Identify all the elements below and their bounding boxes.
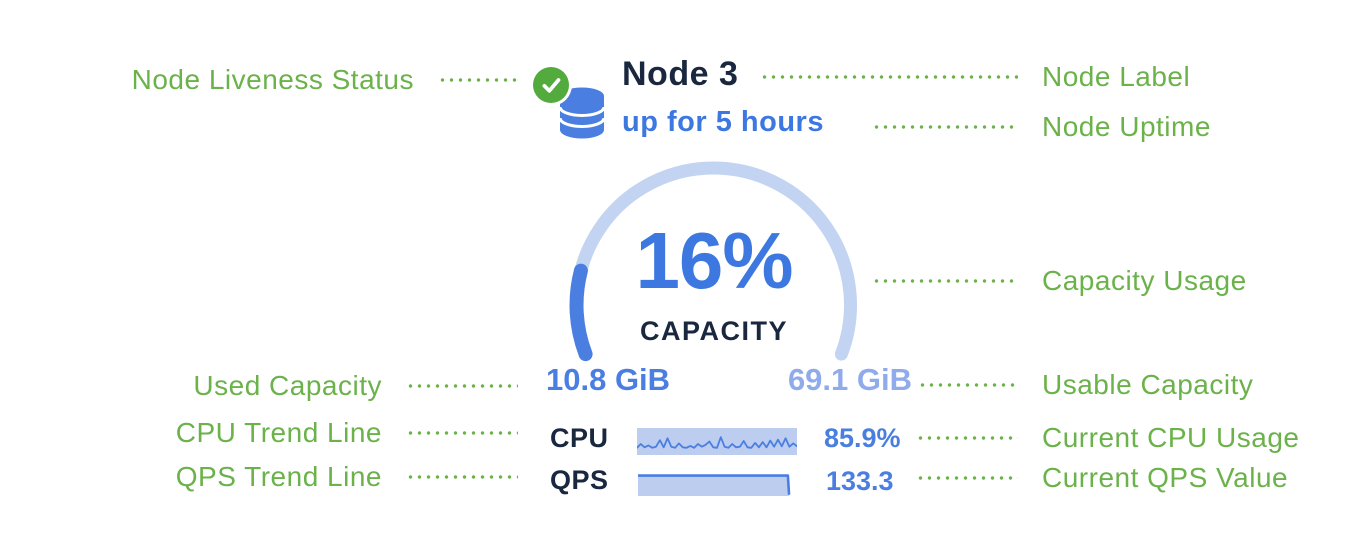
current-qps-value: 133.3 [826, 466, 894, 496]
annotation-label: Usable Capacity [1042, 369, 1254, 400]
node-label: Node 3 [622, 55, 739, 93]
annotation-label: Node Label [1042, 61, 1191, 92]
leader-dots [406, 384, 518, 388]
leader-dots [916, 436, 1018, 440]
leader-dots [438, 78, 518, 82]
leader-dots [916, 476, 1018, 480]
annotation-label: QPS Trend Line [175, 461, 382, 492]
leader-dots [872, 279, 1018, 283]
annotation-label: CPU Trend Line [175, 417, 382, 448]
annotation-cpu-trend-line: CPU Trend Line [176, 416, 518, 450]
qps-sparkline [638, 474, 791, 496]
capacity-values-row: 10.8 GiB 69.1 GiB [546, 363, 912, 397]
cpu-sparkline [637, 428, 797, 455]
annotation-node-liveness-status: Node Liveness Status [132, 63, 518, 97]
annotation-current-cpu-usage: Current CPU Usage [916, 421, 1299, 455]
annotation-usable-capacity: Usable Capacity [918, 368, 1253, 402]
annotation-qps-trend-line: QPS Trend Line [176, 460, 518, 494]
annotation-capacity-usage: Capacity Usage [872, 264, 1247, 298]
annotation-label: Node Uptime [1042, 111, 1211, 142]
annotation-node-label: Node Label [760, 60, 1190, 94]
leader-dots [918, 383, 1018, 387]
capacity-usage-percent: 16% [635, 216, 793, 305]
capacity-caption: CAPACITY [639, 316, 788, 346]
liveness-check-icon [533, 67, 569, 103]
annotation-label: Node Liveness Status [131, 64, 414, 95]
annotation-current-qps-value: Current QPS Value [916, 461, 1288, 495]
leader-dots [760, 75, 1018, 79]
usable-capacity-value: 69.1 GiB [787, 362, 912, 397]
cpu-metric-label: CPU [550, 423, 609, 453]
annotation-used-capacity: Used Capacity [193, 369, 518, 403]
annotation-label: Used Capacity [193, 370, 382, 401]
leader-dots [406, 475, 518, 479]
check-icon [542, 78, 561, 93]
used-capacity-value: 10.8 GiB [546, 362, 671, 397]
database-icon [558, 87, 606, 139]
leader-dots [406, 431, 518, 435]
annotation-label: Capacity Usage [1042, 265, 1247, 296]
capacity-gauge [569, 161, 857, 362]
qps-metric-label: QPS [550, 465, 609, 495]
node-uptime: up for 5 hours [622, 106, 824, 138]
annotation-label: Current CPU Usage [1042, 422, 1300, 453]
leader-dots [872, 125, 1018, 129]
current-cpu-usage-value: 85.9% [824, 423, 901, 453]
annotation-label: Current QPS Value [1042, 462, 1289, 493]
annotation-node-uptime: Node Uptime [872, 110, 1211, 144]
